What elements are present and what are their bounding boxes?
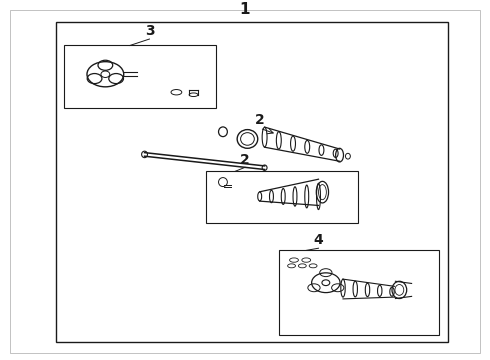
Bar — [206, 171, 358, 224]
Bar — [279, 250, 439, 335]
Text: 2: 2 — [255, 113, 265, 127]
Text: 2: 2 — [240, 153, 250, 167]
Text: 1: 1 — [240, 2, 250, 17]
Text: 4: 4 — [314, 234, 323, 247]
Text: 3: 3 — [145, 24, 154, 38]
Bar — [64, 45, 216, 108]
Bar — [56, 22, 448, 342]
